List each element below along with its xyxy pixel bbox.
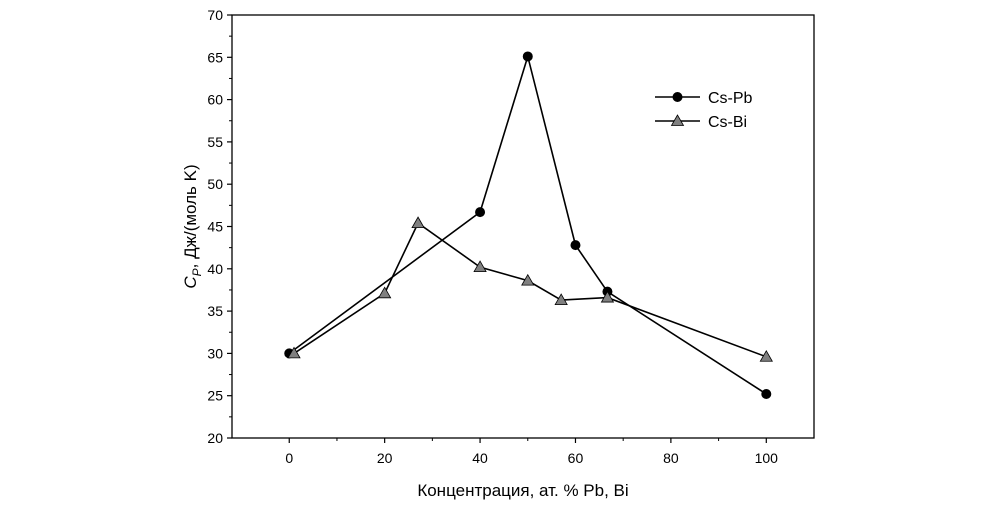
y-axis-label: CP, Дж/(моль K) <box>181 164 204 288</box>
y-tick-label: 25 <box>207 388 223 404</box>
y-axis-label-rest: , Дж/(моль K) <box>181 164 200 268</box>
x-axis-label: Концентрация, ат. % Pb, Bi <box>417 481 628 500</box>
y-tick-label: 45 <box>207 219 223 235</box>
data-point <box>473 260 487 273</box>
legend-item-cs-pb: Cs-Pb <box>655 90 753 107</box>
data-point <box>759 349 773 362</box>
series-cs-pb <box>284 51 772 400</box>
x-tick-label: 20 <box>377 450 393 466</box>
legend-marker <box>670 114 685 126</box>
series-layer <box>284 51 773 400</box>
y-tick-label: 55 <box>207 134 223 150</box>
series-cs-bi <box>287 216 773 362</box>
x-tick-label: 80 <box>663 450 679 466</box>
y-axis-label-sub: P <box>190 268 204 276</box>
y-axis-label-main: C <box>181 276 200 289</box>
x-tick-label: 60 <box>568 450 584 466</box>
legend-label: Cs-Bi <box>708 114 747 131</box>
data-point <box>570 240 581 251</box>
data-point <box>287 346 301 359</box>
x-tick-label: 0 <box>285 450 293 466</box>
y-tick-label: 35 <box>207 303 223 319</box>
x-tick-label: 40 <box>472 450 488 466</box>
y-tick-label: 70 <box>207 7 223 23</box>
series-line <box>288 53 767 395</box>
plot-frame <box>231 14 815 439</box>
legend-label: Cs-Pb <box>708 90 753 107</box>
series-line <box>293 221 767 358</box>
data-point <box>521 273 535 286</box>
legend-item-cs-bi: Cs-Bi <box>655 114 747 131</box>
y-tick-label: 30 <box>207 345 223 361</box>
y-tick-label: 65 <box>207 49 223 65</box>
y-tick-label: 50 <box>207 176 223 192</box>
data-point <box>377 286 392 299</box>
data-point <box>522 51 533 62</box>
data-point <box>761 389 772 400</box>
axes: 0 20 40 60 80 100 20 25 30 35 40 45 50 55 60 65 70 <box>207 7 815 466</box>
legend: Cs-Pb Cs-Bi <box>655 90 753 131</box>
x-tick-label: 100 <box>755 450 779 466</box>
data-point <box>475 207 486 218</box>
data-point <box>411 216 425 229</box>
y-tick-label: 20 <box>207 430 223 446</box>
data-point <box>600 290 615 303</box>
y-tick-label: 40 <box>207 261 223 277</box>
y-tick-label: 60 <box>207 92 223 108</box>
data-point <box>554 293 568 306</box>
legend-marker <box>672 92 683 102</box>
